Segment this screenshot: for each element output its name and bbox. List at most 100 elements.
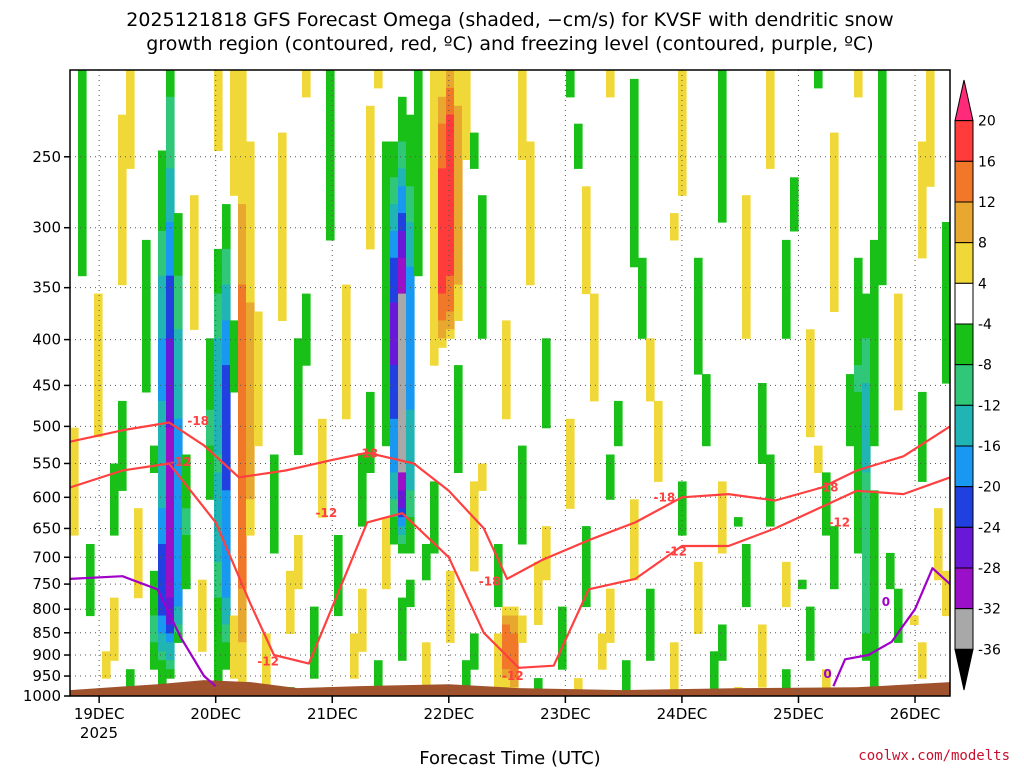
omega-cell [854, 338, 863, 348]
omega-cell [318, 445, 327, 456]
omega-cell [470, 150, 479, 160]
omega-cell [694, 365, 703, 375]
omega-cell [542, 561, 551, 572]
omega-cell [238, 78, 247, 89]
omega-cell [158, 248, 167, 259]
omega-cell [406, 329, 415, 339]
omega-cell [646, 633, 655, 643]
omega-cell [790, 186, 799, 196]
omega-cell [382, 517, 391, 527]
omega-cell [678, 132, 687, 143]
omega-cell [158, 481, 167, 491]
omega-cell [246, 383, 255, 393]
omega-cell [430, 517, 439, 527]
omega-cell [238, 445, 247, 456]
omega-cell [238, 168, 247, 178]
omega-cell [870, 490, 879, 500]
y-tick-label: 300 [32, 219, 61, 237]
omega-cell [534, 588, 543, 599]
omega-cell [830, 168, 839, 178]
omega-cell [630, 105, 639, 116]
omega-cell [630, 239, 639, 250]
omega-cell [582, 284, 591, 295]
omega-cell [670, 678, 679, 688]
omega-cell [430, 231, 439, 241]
omega-cell [870, 526, 879, 536]
omega-cell [454, 159, 463, 169]
omega-cell [366, 222, 375, 232]
omega-cell [134, 570, 143, 581]
omega-cell [878, 257, 887, 268]
omega-cell [350, 669, 359, 679]
omega-cell [366, 418, 375, 429]
omega-cell [262, 669, 271, 679]
omega-cell [462, 669, 471, 679]
omega-cell [246, 302, 255, 312]
omega-cell [222, 383, 231, 393]
omega-cell [398, 365, 407, 375]
omega-cell [206, 391, 215, 402]
omega-cell [518, 499, 527, 509]
omega-cell [398, 436, 407, 447]
omega-cell [390, 481, 399, 491]
omega-cell [406, 338, 415, 348]
omega-cell [118, 239, 127, 250]
omega-cell [718, 535, 727, 545]
omega-cell [446, 105, 455, 116]
omega-cell [854, 293, 863, 304]
omega-cell [518, 78, 527, 89]
omega-cell [310, 624, 319, 634]
omega-cell [326, 150, 335, 160]
omega-cell [582, 561, 591, 572]
omega-cell [166, 642, 175, 652]
omega-cell [150, 463, 159, 473]
omega-cell [398, 490, 407, 500]
omega-cell [278, 195, 287, 205]
omega-cell [582, 570, 591, 581]
omega-cell [118, 463, 127, 473]
omega-cell [86, 570, 95, 581]
contour-label: -12 [316, 506, 338, 520]
omega-cell [174, 463, 183, 473]
omega-cell [742, 213, 751, 223]
omega-cell [358, 508, 367, 518]
omega-cell [430, 338, 439, 348]
omega-cell [406, 257, 415, 268]
omega-cell [230, 159, 239, 169]
omega-cell [158, 239, 167, 250]
omega-cell [382, 222, 391, 232]
omega-cell [438, 87, 447, 98]
omega-cell [718, 195, 727, 205]
omega-cell [430, 329, 439, 339]
omega-cell [398, 222, 407, 232]
omega-cell [718, 204, 727, 214]
omega-cell [214, 391, 223, 402]
omega-cell [278, 177, 287, 187]
omega-cell [118, 195, 127, 205]
omega-cell [142, 320, 151, 330]
omega-cell [454, 222, 463, 232]
omega-cell [766, 517, 775, 527]
omega-cell [742, 284, 751, 295]
omega-cell [614, 400, 623, 411]
omega-cell [382, 257, 391, 268]
omega-cell [166, 570, 175, 581]
omega-cell [406, 284, 415, 295]
omega-cell [166, 535, 175, 545]
omega-cell [510, 660, 519, 670]
omega-cell [398, 642, 407, 652]
omega-cell [606, 597, 615, 608]
omega-cell [870, 588, 879, 599]
omega-cell [598, 660, 607, 670]
omega-cell [438, 320, 447, 330]
omega-cell [742, 329, 751, 339]
omega-cell [382, 400, 391, 411]
omega-cell [894, 311, 903, 321]
omega-cell [574, 141, 583, 151]
omega-cell [878, 105, 887, 116]
omega-cell [862, 642, 871, 652]
omega-cell [446, 266, 455, 277]
omega-cell [582, 552, 591, 563]
omega-cell [86, 544, 95, 554]
omega-cell [454, 311, 463, 321]
